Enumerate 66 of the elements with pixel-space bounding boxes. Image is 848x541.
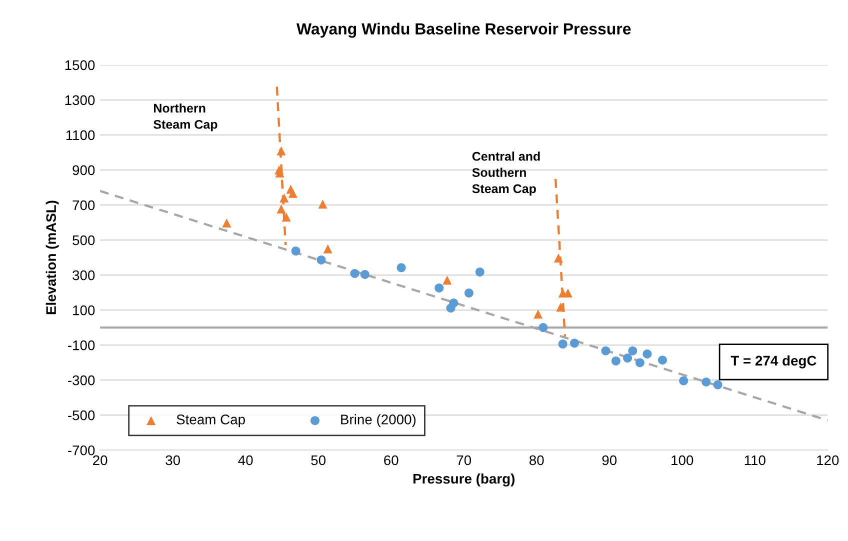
annotation: Central and Southern Steam Cap [472, 152, 540, 196]
point [280, 193, 289, 202]
point [282, 212, 291, 222]
x-tick-label: 110 [744, 455, 766, 466]
x-tick-label: 70 [456, 455, 472, 466]
y-axis-title: Elevation (mASL) [46, 200, 59, 314]
point [635, 358, 644, 368]
y-tick-label: -100 [68, 340, 95, 350]
point [679, 376, 688, 386]
chart-title: Wayang Windu Baseline Reservoir Pressure [296, 22, 631, 38]
annotation: Northern Steam Cap [154, 103, 218, 132]
y-tick-label: 700 [72, 200, 95, 210]
x-tick-label: 90 [602, 455, 617, 466]
x-tick-label: 120 [817, 455, 839, 466]
x-tick-label: 40 [238, 455, 253, 466]
point [556, 302, 566, 312]
point [288, 188, 298, 198]
y-tick-label: 100 [73, 305, 95, 316]
point [628, 346, 638, 356]
point [434, 283, 444, 292]
y-tick-label: 300 [72, 270, 95, 280]
legend-label: Brine (2000) [341, 414, 416, 428]
point [316, 255, 326, 264]
point [558, 340, 568, 349]
point [274, 165, 284, 174]
point [554, 254, 563, 263]
point [475, 268, 484, 277]
point [360, 270, 370, 279]
y-tick-label: -700 [68, 445, 95, 456]
point [601, 346, 610, 356]
point [318, 200, 328, 209]
y-tick-label: -500 [68, 410, 95, 420]
point [222, 218, 232, 228]
x-tick-label: 80 [529, 455, 544, 466]
y-tick-label: 1300 [65, 95, 95, 106]
point [702, 378, 711, 387]
point [442, 276, 452, 285]
point [713, 380, 722, 390]
point [611, 356, 620, 366]
point [642, 349, 652, 358]
point [570, 338, 579, 348]
y-tick-label: 1500 [65, 60, 95, 70]
point [276, 204, 286, 214]
y-tick-label: -300 [68, 375, 95, 386]
point [658, 356, 667, 365]
annotation: T = 274 degC [730, 355, 816, 368]
x-tick-label: 20 [93, 455, 108, 466]
x-tick-label: 30 [166, 455, 180, 466]
point [396, 263, 406, 272]
point [538, 323, 548, 332]
x-axis-title: Pressure (barg) [413, 473, 514, 486]
point [449, 298, 458, 308]
point [323, 244, 332, 254]
point [350, 268, 360, 278]
point [623, 354, 632, 363]
y-tick-label: 500 [72, 235, 95, 246]
y-tick-label: 1100 [66, 130, 95, 140]
y-tick-label: 900 [72, 165, 95, 176]
point [464, 288, 474, 298]
x-tick-label: 50 [311, 455, 326, 466]
x-tick-label: 100 [672, 455, 694, 466]
point [276, 146, 286, 156]
point [534, 310, 543, 319]
legend-label: Steam Cap [176, 414, 245, 428]
x-tick-label: 60 [384, 455, 398, 466]
point [291, 246, 300, 256]
